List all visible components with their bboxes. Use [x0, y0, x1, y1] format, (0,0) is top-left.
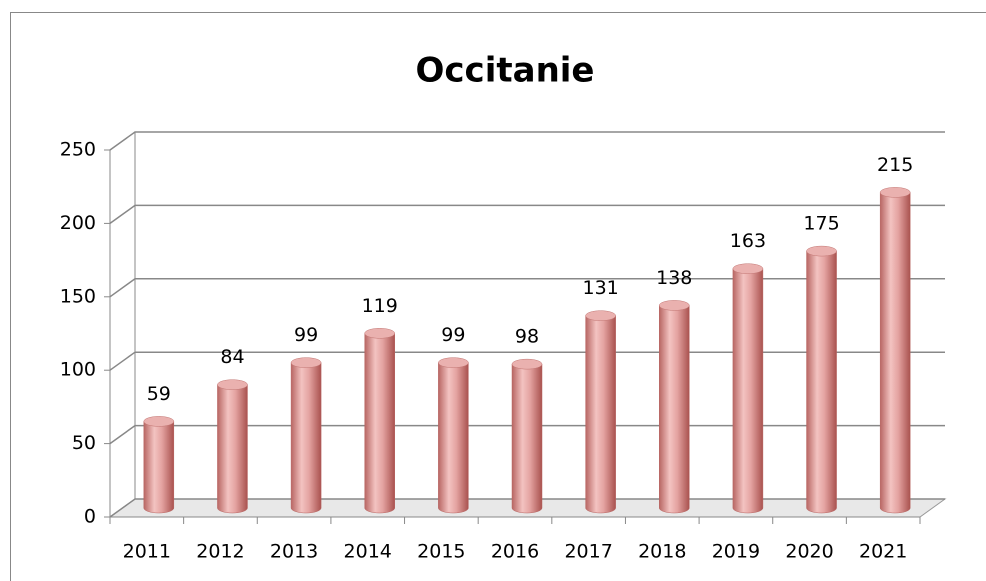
bar — [438, 362, 469, 514]
x-tick-label: 2011 — [123, 541, 171, 563]
bar-cap — [806, 245, 837, 257]
bar-cap — [438, 357, 469, 368]
grid-line — [109, 131, 945, 151]
bar — [659, 305, 690, 514]
bar — [732, 268, 764, 514]
x-tick-label: 2015 — [417, 541, 465, 563]
value-label: 215 — [877, 154, 913, 176]
bar — [806, 250, 837, 514]
value-label: 175 — [803, 213, 839, 235]
bar-cap — [879, 187, 911, 198]
x-tick-label: 2013 — [270, 541, 318, 563]
grid-line — [109, 204, 945, 225]
bar-cap — [732, 263, 764, 274]
value-label: 138 — [656, 267, 692, 289]
x-tick-label: 2021 — [859, 541, 907, 563]
x-tick-label: 2014 — [344, 541, 392, 563]
bar — [364, 333, 395, 514]
bar-cap — [143, 416, 175, 427]
bar-cap — [364, 328, 395, 339]
value-label: 99 — [294, 324, 318, 346]
value-label: 163 — [730, 230, 766, 252]
x-tick-label: 2012 — [196, 541, 244, 563]
chart-title: Occitanie — [416, 51, 595, 91]
bar-cap — [217, 379, 248, 390]
bar — [217, 384, 248, 514]
bar-cap — [659, 300, 690, 311]
bar — [585, 315, 616, 514]
y-tick-label: 250 — [60, 139, 96, 161]
y-tick-label: 150 — [60, 285, 96, 307]
bar — [511, 363, 543, 514]
bar — [143, 421, 175, 514]
bar-cap — [290, 357, 322, 368]
value-label: 131 — [583, 277, 619, 299]
y-tick-label: 100 — [60, 359, 96, 381]
value-label: 84 — [220, 346, 244, 368]
x-tick-label: 2016 — [491, 541, 539, 563]
y-tick-label: 0 — [84, 506, 96, 528]
y-tick-label: 200 — [60, 212, 96, 234]
x-tick-label: 2019 — [712, 541, 760, 563]
bar-cap — [585, 310, 616, 321]
value-label: 98 — [515, 326, 539, 348]
value-label: 119 — [362, 295, 398, 317]
value-label: 59 — [147, 383, 171, 405]
bar — [879, 192, 911, 514]
value-label: 99 — [441, 324, 465, 346]
x-tick-label: 2020 — [785, 541, 833, 563]
bar — [290, 362, 322, 514]
y-tick-label: 50 — [72, 432, 96, 454]
bar-cap — [511, 358, 543, 370]
x-tick-label: 2018 — [638, 541, 686, 563]
grid-line — [109, 278, 945, 298]
x-tick-label: 2017 — [564, 541, 612, 563]
